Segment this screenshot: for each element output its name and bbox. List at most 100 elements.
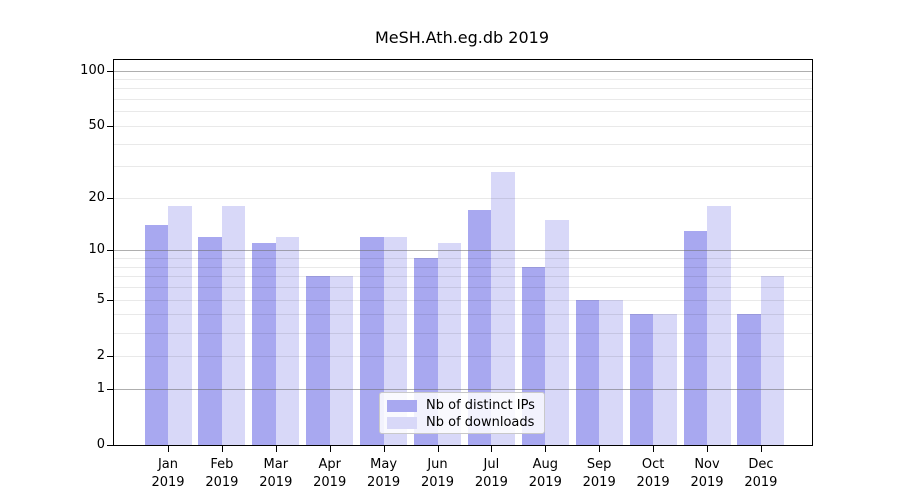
x-tick-label-apr: Apr 2019 (298, 456, 362, 492)
x-tick-label-dec: Dec 2019 (729, 456, 793, 492)
y-tick-label-10: 10 (88, 242, 105, 258)
year-label: 2019 (636, 475, 670, 490)
gridline-30 (114, 166, 812, 168)
x-tick-label-aug: Aug 2019 (513, 456, 577, 492)
x-tick-aug (545, 446, 547, 452)
x-tick-label-jan: Jan 2019 (136, 456, 200, 492)
month-label: Apr (318, 457, 341, 472)
month-label: Jun (427, 457, 448, 472)
y-tick-5 (107, 299, 113, 301)
x-tick-feb (221, 446, 223, 452)
x-tick-may (383, 446, 385, 452)
year-label: 2019 (259, 475, 293, 490)
x-tick-dec (760, 446, 762, 452)
year-label: 2019 (367, 475, 401, 490)
month-label: Oct (641, 457, 665, 472)
bar-distinct-ips-jul (467, 210, 492, 445)
month-label: Nov (694, 457, 720, 472)
y-tick-label-0: 0 (96, 437, 105, 452)
y-tick-label-5: 5 (96, 291, 105, 307)
x-tick-jul (491, 446, 493, 452)
y-tick-20 (107, 197, 113, 199)
gridline-40 (114, 143, 812, 145)
bar-downloads-jan (168, 206, 192, 445)
month-label: May (370, 457, 398, 472)
legend-swatch-downloads (387, 416, 417, 429)
legend-swatch-distinct-ips (387, 399, 417, 412)
gridline-7 (114, 276, 812, 278)
legend-label-distinct-ips: Nb of distinct IPs (426, 398, 535, 413)
x-tick-jan (168, 446, 169, 452)
bar-downloads-nov (707, 206, 731, 445)
year-label: 2019 (151, 475, 185, 490)
bars-layer (114, 60, 812, 445)
month-label: Feb (210, 457, 234, 472)
gridline-2 (114, 355, 812, 357)
grid-layer (114, 60, 812, 445)
axis-layer: 0 1 2 5 10 20 50 100 Jan 2019 Feb 2019 Mar 2019 Apr 201… (80, 60, 812, 490)
month-label: Jan (157, 457, 179, 472)
gridline-60 (114, 111, 812, 113)
bar-distinct-ips-nov (683, 230, 707, 445)
month-label: Sep (586, 457, 612, 472)
year-label: 2019 (420, 475, 455, 490)
y-tick-label-100: 100 (80, 62, 105, 78)
year-label: 2019 (528, 475, 562, 490)
bar-downloads-oct (653, 314, 677, 445)
x-tick-label-jun: Jun 2019 (406, 456, 470, 492)
year-label: 2019 (744, 475, 778, 490)
y-tick-label-1: 1 (96, 380, 105, 396)
year-label: 2019 (690, 475, 724, 490)
plot-area: 0 1 2 5 10 20 50 100 Jan 2019 Feb 2019 Mar 2019 Apr 201… (80, 59, 813, 490)
year-label: 2019 (313, 475, 347, 490)
month-label: Jul (483, 457, 500, 472)
year-label: 2019 (474, 475, 508, 490)
gridline-90 (114, 78, 812, 80)
gridline-9 (114, 258, 812, 260)
y-tick-50 (107, 125, 113, 127)
gridline-5 (114, 299, 812, 301)
legend-label-downloads: Nb of downloads (426, 415, 535, 430)
gridline-80 (114, 88, 812, 90)
x-tick-apr (329, 446, 331, 452)
x-tick-jun (437, 446, 439, 452)
legend: Nb of distinct IPs Nb of downloads (379, 392, 545, 434)
y-tick-10 (107, 250, 113, 252)
bar-downloads-apr (329, 276, 354, 445)
y-tick-label-50: 50 (88, 117, 105, 133)
month-label: Mar (263, 457, 289, 472)
gridline-6 (114, 287, 812, 289)
gridline-1 (114, 388, 812, 390)
x-tick-nov (707, 446, 708, 452)
gridline-8 (114, 266, 812, 268)
bar-downloads-feb (221, 206, 246, 445)
gridline-50 (114, 125, 812, 127)
bar-distinct-ips-apr (306, 276, 330, 445)
y-tick-0 (107, 445, 113, 446)
y-tick-label-2: 2 (96, 347, 105, 363)
bar-distinct-ips-may (360, 236, 384, 445)
bar-downloads-sep (599, 299, 623, 445)
gridline-10 (114, 250, 812, 252)
x-tick-label-feb: Feb 2019 (190, 456, 254, 492)
y-tick-1 (107, 388, 113, 390)
bar-downloads-mar (275, 236, 300, 445)
bar-distinct-ips-oct (629, 314, 654, 445)
x-tick-label-jul: Jul 2019 (459, 456, 523, 492)
month-label: Aug (532, 457, 558, 472)
gridline-4 (114, 314, 812, 316)
legend-entry-downloads: Nb of downloads (380, 414, 544, 431)
bar-downloads-dec (760, 276, 785, 445)
x-tick-mar (275, 446, 277, 452)
bar-downloads-jul (491, 171, 515, 445)
bar-distinct-ips-dec (737, 314, 761, 445)
x-tick-label-oct: Oct 2019 (621, 456, 685, 492)
y-tick-100 (107, 70, 113, 72)
bar-distinct-ips-feb (198, 236, 222, 445)
x-tick-oct (653, 446, 655, 452)
x-tick-label-nov: Nov 2019 (675, 456, 739, 492)
x-tick-label-may: May 2019 (352, 456, 416, 492)
bar-distinct-ips-mar (252, 243, 276, 445)
legend-entry-distinct-ips: Nb of distinct IPs (380, 397, 544, 414)
